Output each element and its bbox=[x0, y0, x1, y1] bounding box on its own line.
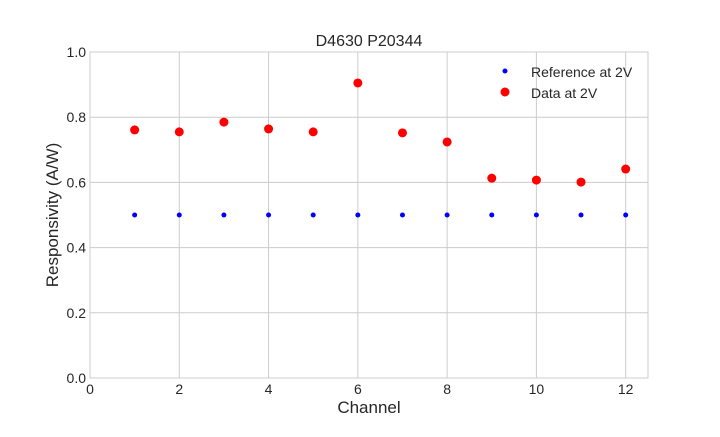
data-point bbox=[576, 177, 586, 187]
data-point bbox=[531, 175, 541, 185]
legend: Reference at 2V Data at 2V bbox=[500, 64, 633, 101]
data-point bbox=[308, 127, 318, 137]
data-point bbox=[621, 164, 631, 174]
data-point bbox=[397, 128, 407, 138]
reference-point bbox=[533, 212, 539, 218]
data-point bbox=[174, 127, 184, 137]
data-point bbox=[130, 125, 140, 135]
y-tick-label: 0.8 bbox=[67, 109, 87, 125]
y-tick-label: 0.6 bbox=[67, 174, 87, 190]
y-tick-label: 0.2 bbox=[67, 305, 87, 321]
data-point bbox=[264, 124, 274, 134]
legend-marker-data bbox=[500, 87, 510, 97]
data-point bbox=[487, 173, 497, 183]
x-tick-label: 0 bbox=[86, 381, 94, 397]
x-tick-label: 12 bbox=[618, 381, 634, 397]
x-tick-label: 4 bbox=[265, 381, 273, 397]
reference-point bbox=[489, 212, 495, 218]
data-point bbox=[442, 137, 452, 147]
x-axis-label: Channel bbox=[337, 398, 400, 417]
legend-label-data: Data at 2V bbox=[531, 85, 598, 101]
reference-point bbox=[578, 212, 584, 218]
chart-title: D4630 P20344 bbox=[316, 33, 423, 50]
legend-marker-reference bbox=[502, 68, 508, 74]
reference-point bbox=[444, 212, 450, 218]
plot-frame bbox=[89, 51, 649, 379]
legend-label-reference: Reference at 2V bbox=[531, 64, 633, 80]
reference-point bbox=[221, 212, 227, 218]
reference-point bbox=[132, 212, 138, 218]
y-tick-label: 0.4 bbox=[67, 240, 87, 256]
x-tick-label: 6 bbox=[354, 381, 362, 397]
data-point bbox=[219, 117, 229, 127]
y-axis-label: Responsivity (A/W) bbox=[43, 143, 62, 288]
y-tick-label: 0.0 bbox=[67, 370, 87, 386]
y-tick-label: 1.0 bbox=[67, 44, 87, 60]
reference-point bbox=[266, 212, 272, 218]
data-point bbox=[353, 78, 363, 88]
reference-point bbox=[399, 212, 405, 218]
x-tick-label: 10 bbox=[529, 381, 545, 397]
reference-point bbox=[623, 212, 629, 218]
reference-point bbox=[176, 212, 182, 218]
x-tick-label: 8 bbox=[443, 381, 451, 397]
reference-point bbox=[355, 212, 361, 218]
reference-point bbox=[310, 212, 316, 218]
x-tick-label: 2 bbox=[175, 381, 183, 397]
